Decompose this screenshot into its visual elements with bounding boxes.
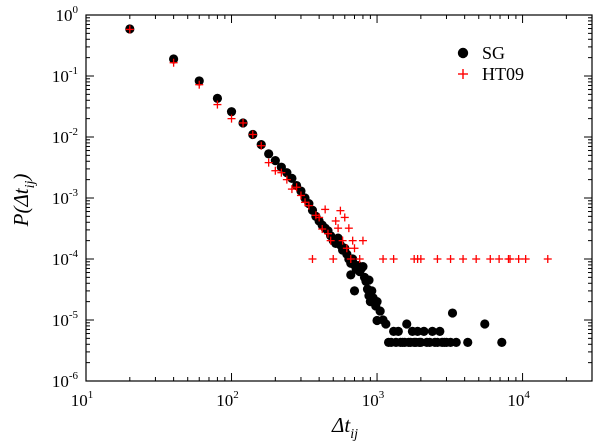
sg-point — [419, 326, 429, 337]
sg-point — [381, 319, 391, 329]
ht09-point — [336, 206, 345, 215]
sg-point — [287, 173, 297, 183]
x-tick-label: 102 — [216, 389, 239, 410]
y-axis-label: P(Δtij) — [9, 174, 38, 228]
ht09-point — [350, 244, 359, 253]
x-axis: 101 102 103 104 — [71, 15, 593, 410]
ht09-point — [543, 255, 552, 263]
x-axis-label: Δtij — [331, 413, 358, 442]
sg-point — [270, 156, 280, 166]
sg-point — [226, 107, 237, 117]
ht09-point — [514, 255, 523, 263]
legend-marker-sg — [457, 47, 469, 59]
y-tick-label: 10-1 — [52, 65, 78, 86]
sg-point — [349, 286, 360, 296]
ht09-point — [416, 255, 425, 263]
y-tick-label: 100 — [56, 4, 79, 25]
ht09-point — [323, 229, 332, 238]
sg-point — [402, 319, 412, 329]
ht09-point — [248, 130, 257, 139]
ht09-point — [308, 255, 317, 263]
sg-point — [447, 308, 458, 318]
ht09-point — [338, 236, 347, 245]
x-tick-label: 103 — [362, 389, 385, 410]
sg-point — [497, 337, 507, 347]
ht09-point — [379, 255, 388, 263]
y-tick-label: 10-2 — [52, 126, 78, 147]
legend-label-sg: SG — [482, 43, 505, 63]
series-ht09 — [125, 25, 552, 263]
plot-points — [125, 24, 552, 347]
y-tick-label: 10-5 — [52, 309, 79, 330]
ht09-point — [334, 224, 343, 233]
ht09-point — [326, 236, 335, 245]
ht09-point — [486, 255, 495, 263]
sg-point — [367, 286, 377, 296]
series-sg — [125, 24, 507, 347]
sg-point — [413, 326, 423, 337]
ht09-point — [315, 213, 324, 222]
y-tick-label: 10-4 — [52, 248, 79, 269]
ht09-point — [292, 183, 301, 192]
sg-point — [372, 297, 382, 307]
ht09-point — [169, 58, 178, 67]
ht09-point — [433, 255, 442, 263]
sg-point — [372, 315, 382, 326]
ht09-point — [389, 255, 398, 263]
ht09-point — [331, 216, 340, 225]
sg-point — [435, 326, 445, 337]
sg-point — [427, 326, 437, 337]
ht09-point — [264, 158, 273, 167]
ht09-point — [344, 224, 353, 233]
ht09-point — [227, 114, 236, 123]
x-tick-label: 101 — [71, 389, 94, 410]
sg-point — [480, 319, 490, 329]
ht09-point — [271, 166, 280, 175]
ht09-point — [277, 168, 286, 177]
ht09-point — [358, 236, 367, 245]
sg-point — [358, 262, 368, 272]
ht09-point — [195, 80, 204, 89]
ht09-point — [304, 201, 313, 210]
sg-point — [264, 149, 274, 159]
legend-label-ht09: HT09 — [482, 64, 524, 84]
ht09-point — [213, 100, 222, 109]
ht09-point — [472, 255, 481, 263]
ht09-point — [346, 255, 355, 263]
sg-point — [364, 275, 374, 285]
ht09-point — [459, 255, 468, 263]
ht09-point — [504, 255, 513, 263]
sg-point — [346, 270, 356, 280]
sg-point — [375, 306, 385, 316]
ht09-point — [239, 118, 248, 127]
x-tick-label: 104 — [507, 389, 530, 410]
ht09-point — [329, 255, 338, 263]
ht09-point — [521, 255, 530, 263]
legend-marker-ht09 — [458, 69, 468, 79]
ht09-point — [355, 255, 364, 263]
ht09-point — [282, 175, 291, 184]
sg-point — [451, 337, 461, 347]
sg-point — [393, 326, 403, 337]
sg-point — [296, 186, 306, 196]
ht09-point — [296, 191, 305, 200]
sg-point — [463, 337, 473, 347]
ht09-point — [287, 185, 296, 194]
ht09-point — [348, 236, 357, 245]
ht09-point — [495, 255, 504, 263]
y-axis: 100 10-1 10-2 10-3 10-4 10-5 10-6 — [52, 4, 592, 391]
ht09-point — [125, 25, 134, 34]
ht09-point — [342, 244, 351, 253]
y-tick-label: 10-6 — [52, 370, 79, 391]
y-tick-label: 10-3 — [52, 187, 79, 208]
ht09-point — [340, 213, 349, 222]
sg-point — [212, 93, 223, 103]
legend: SG HT09 — [457, 43, 524, 84]
ht09-point — [318, 225, 327, 234]
ht09-point — [321, 205, 330, 214]
ht09-point — [257, 141, 266, 150]
ht09-point — [446, 255, 455, 263]
